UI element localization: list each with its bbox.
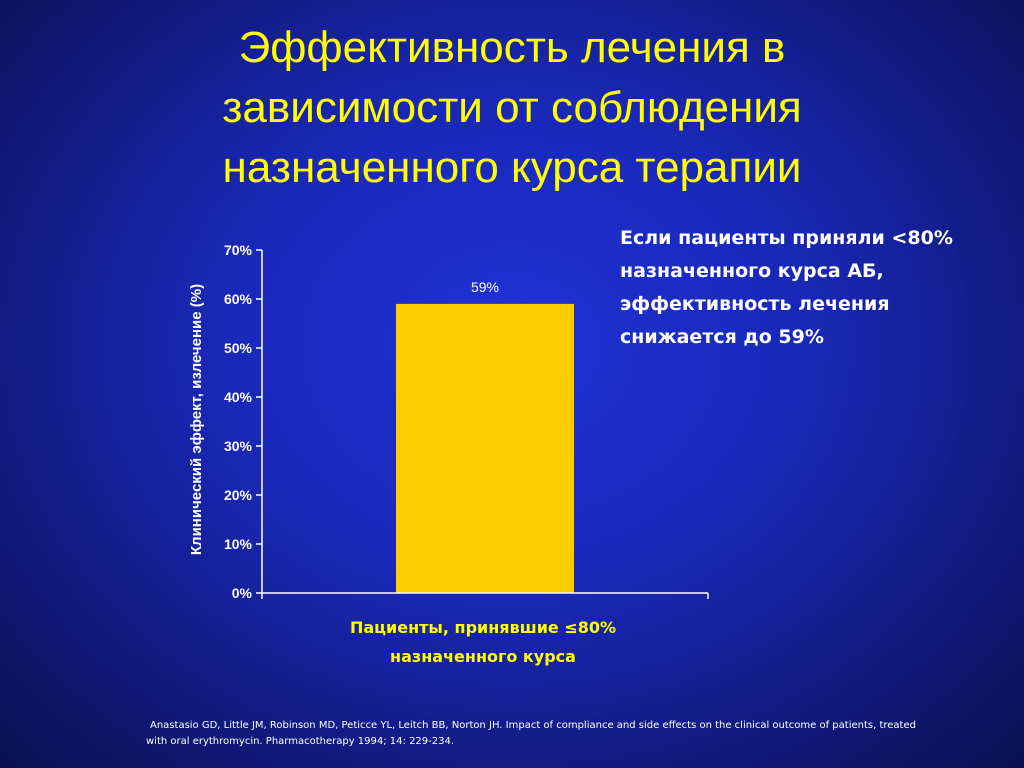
- citation-line: with oral erythromycin. Pharmacotherapy …: [146, 736, 455, 747]
- citation: Anastasio GD, Little JM, Robinson MD, Pe…: [146, 718, 966, 750]
- callout-line: снижается до 59%: [620, 326, 824, 348]
- callout-line: назначенного курса АБ,: [620, 260, 884, 282]
- y-tick-label: 20%: [224, 487, 253, 503]
- citation-line: Anastasio GD, Little JM, Robinson MD, Pe…: [150, 720, 916, 731]
- bars: 59%: [396, 279, 574, 593]
- bar: [396, 303, 574, 593]
- title-line: зависимости от соблюдения: [222, 83, 802, 132]
- callout-line: Если пациенты приняли <80%: [620, 227, 953, 249]
- y-tick-label: 30%: [224, 438, 253, 454]
- x-category-label: назначенного курса: [390, 647, 576, 666]
- title-line: назначенного курса терапии: [222, 143, 802, 192]
- y-tick-label: 10%: [224, 536, 253, 552]
- title-line: Эффективность лечения в: [238, 23, 786, 72]
- bar-data-label: 59%: [471, 279, 499, 295]
- slide-title: Эффективность лечения в зависимости от с…: [0, 18, 1024, 198]
- y-axis-title: Клинический эффект, излечение (%): [188, 284, 205, 555]
- callout-text: Если пациенты приняли <80% назначенного …: [620, 222, 1000, 354]
- y-tick-label: 50%: [224, 340, 253, 356]
- y-tick-label: 40%: [224, 389, 253, 405]
- y-tick-label: 70%: [224, 242, 253, 258]
- y-tick-label: 60%: [224, 291, 253, 307]
- x-category-label: Пациенты, принявшие ≤80%: [350, 618, 616, 637]
- y-tick-label: 0%: [232, 585, 253, 601]
- callout-line: эффективность лечения: [620, 293, 890, 315]
- y-axis-ticks: 0% 10% 20% 30% 40% 50% 60% 70%: [224, 242, 709, 601]
